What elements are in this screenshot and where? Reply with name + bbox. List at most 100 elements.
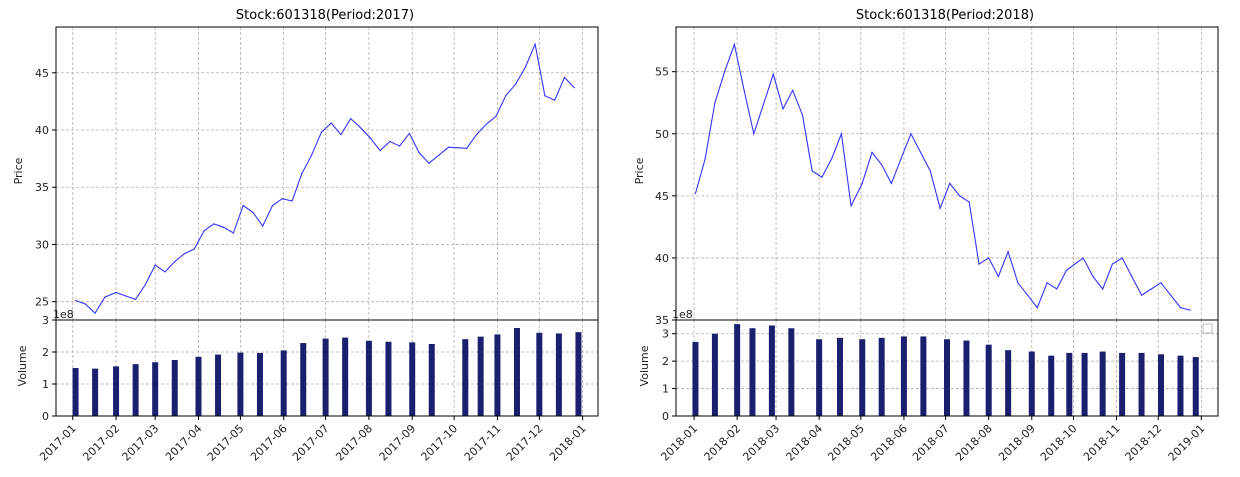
left-volume-bar xyxy=(342,337,349,416)
left-price-point xyxy=(418,152,420,154)
right-volume-bar xyxy=(944,339,950,416)
left-price-point xyxy=(399,145,401,147)
right-volume-bar xyxy=(768,325,775,416)
left-volume-ytick-label: 1 xyxy=(42,378,49,391)
left-price-point xyxy=(135,298,137,300)
left-volume-bar xyxy=(171,360,178,416)
right-price-point xyxy=(1017,282,1019,284)
left-volume-ytick-label: 2 xyxy=(42,346,49,359)
right-price-point xyxy=(890,182,893,185)
left-volume-bar xyxy=(555,333,562,416)
right-price-point xyxy=(958,195,961,197)
right-price-point xyxy=(782,108,784,110)
right-price-point xyxy=(1160,282,1162,284)
left-price-point xyxy=(164,271,166,273)
left-price-point xyxy=(144,283,147,286)
left-price-ylabel: Price xyxy=(12,157,25,184)
right-price-point xyxy=(1027,294,1029,296)
left-volume-bar xyxy=(215,354,222,416)
right-price-ytick-label: 55 xyxy=(655,66,669,79)
left-volume-bar xyxy=(575,332,582,416)
left-price-point xyxy=(94,312,96,314)
right-price-point xyxy=(1150,288,1152,290)
right-volume-bar xyxy=(1099,351,1106,416)
right-price-point xyxy=(1102,288,1104,290)
right-price-point xyxy=(1036,306,1038,309)
right-price-point xyxy=(840,133,842,135)
right-price-ytick-label: 50 xyxy=(655,128,669,141)
right-volume-ytick-label: 1 xyxy=(662,383,669,396)
right-volume-bar xyxy=(1005,350,1012,416)
right-price-point xyxy=(1179,306,1182,309)
left-volume-bar xyxy=(536,332,543,416)
left-price-point xyxy=(438,154,440,156)
left-price-point xyxy=(252,211,254,214)
left-price-point xyxy=(379,150,381,152)
right-price-point xyxy=(704,158,706,160)
left-price-point xyxy=(203,230,205,232)
left-price-point xyxy=(524,66,526,68)
right-price-point xyxy=(821,176,823,178)
left-price-axes: 25 30 35 40 45 xyxy=(35,26,599,321)
left-volume-bar xyxy=(72,368,79,416)
right-price-line xyxy=(694,42,1191,311)
left-volume-bar xyxy=(237,352,244,416)
right-volume-bar xyxy=(734,324,741,416)
right-volume-bar xyxy=(836,337,843,416)
left-volume-bar xyxy=(300,343,307,416)
right-volume-bar xyxy=(1081,352,1088,416)
left-price-point xyxy=(223,226,225,228)
right-price-point xyxy=(1046,282,1048,284)
legend-box xyxy=(1202,323,1213,334)
right-price-ylabel: Price xyxy=(633,157,646,184)
right-volume-bar xyxy=(1119,352,1126,416)
right-price-point xyxy=(939,207,941,209)
left-price-point xyxy=(408,132,411,135)
left-volume-bar xyxy=(280,350,287,416)
right-volume-ytick-label: 2 xyxy=(662,355,669,368)
left-volume-bar xyxy=(92,368,99,416)
right-price-axes: 35 40 45 50 55 xyxy=(655,26,1219,327)
left-volume-bar xyxy=(385,341,392,416)
left-volume-frame xyxy=(55,319,599,417)
right-volume-bar xyxy=(920,336,927,416)
right-volume-ytick-label: 0 xyxy=(662,410,669,423)
right-volume-ylabel: Volume xyxy=(638,345,651,386)
right-price-point xyxy=(968,201,970,203)
left-volume-ylabel: Volume xyxy=(16,345,29,386)
left-volume-bar xyxy=(256,352,263,416)
right-price-point xyxy=(753,133,755,135)
left-volume-bar xyxy=(409,342,416,416)
left-price-point xyxy=(232,232,235,234)
right-price-point xyxy=(1082,257,1084,259)
left-price-point xyxy=(320,131,323,133)
right-price-point xyxy=(1111,263,1113,265)
left-price-point xyxy=(359,127,362,129)
right-price-point xyxy=(978,263,980,265)
left-price-point xyxy=(447,146,450,148)
right-volume-frame xyxy=(675,319,1219,417)
right-volume-bar xyxy=(749,328,756,416)
left-price-point xyxy=(350,117,352,120)
left-price-point xyxy=(563,76,566,78)
left-price-point xyxy=(340,133,342,136)
right-chart-title: Stock:601318(Period:2018) xyxy=(856,8,1034,23)
right-volume-bar xyxy=(1048,355,1055,416)
right-price-point xyxy=(772,73,774,75)
right-volume-bar xyxy=(1177,355,1184,416)
right-price-point xyxy=(929,170,931,172)
left-price-point xyxy=(514,83,517,85)
left-price-point xyxy=(271,204,274,207)
left-price-point xyxy=(125,295,127,297)
right-price-point xyxy=(1140,294,1143,296)
right-price-point xyxy=(850,205,852,207)
left-price-ytick-label: 30 xyxy=(35,238,49,251)
right-price-point xyxy=(1056,288,1058,290)
right-price-ytick-label: 35 xyxy=(655,314,669,327)
left-volume-bar xyxy=(494,334,501,416)
right-price-point xyxy=(1121,257,1123,259)
right-price-point xyxy=(714,102,716,104)
right-volume-bar xyxy=(1192,357,1199,416)
left-volume-bar xyxy=(365,340,372,416)
